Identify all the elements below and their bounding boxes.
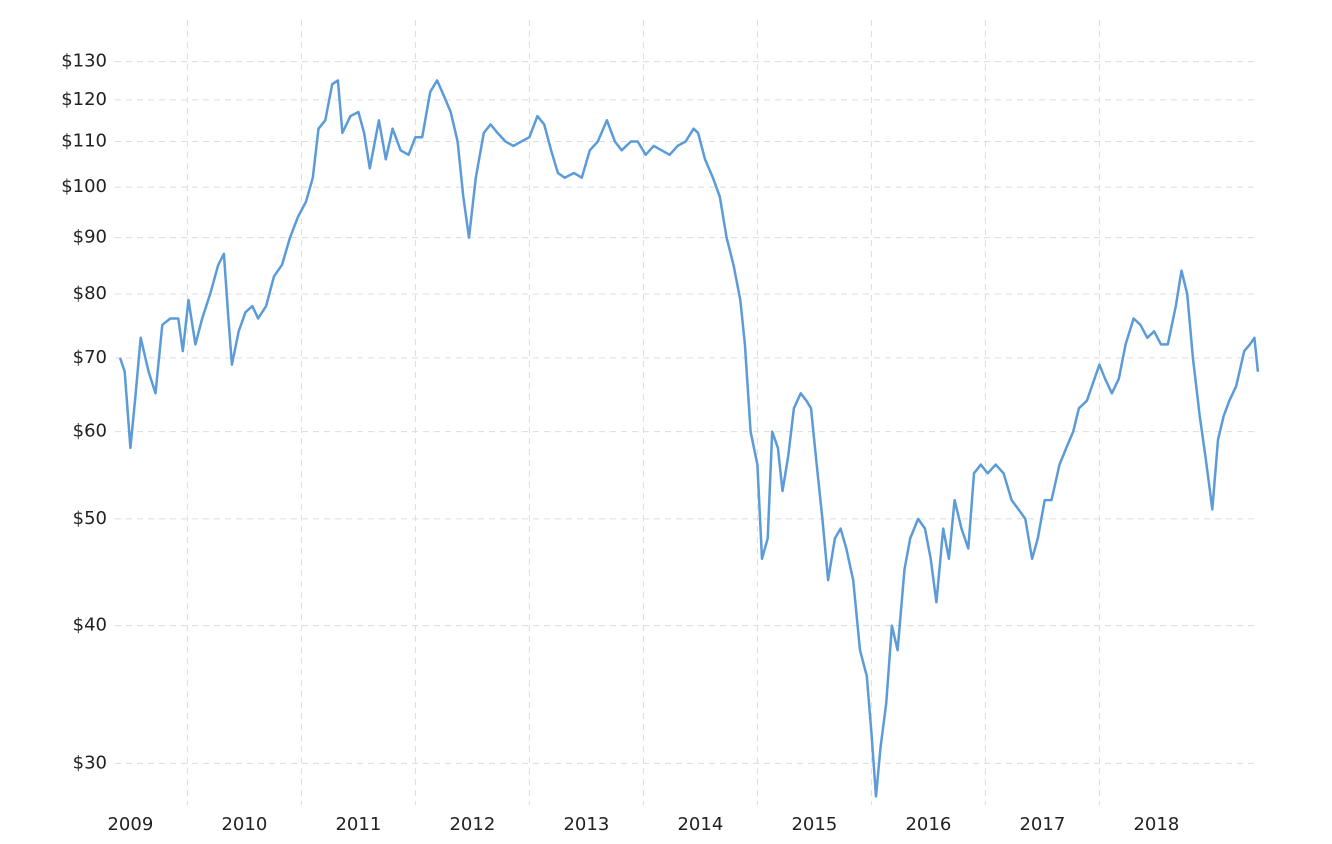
x-tick-label: 2009 (107, 814, 153, 835)
x-tick-label: 2011 (335, 814, 381, 835)
y-tick-label: $120 (61, 89, 107, 110)
y-tick-label: $50 (73, 508, 107, 529)
price-line (118, 79, 1260, 798)
y-tick-label: $100 (61, 176, 107, 197)
y-tick-label: $80 (73, 283, 107, 304)
y-tick-label: $60 (73, 421, 107, 442)
y-tick-label: $30 (73, 752, 107, 773)
y-tick-label: $110 (61, 131, 107, 152)
y-tick-label: $130 (61, 51, 107, 72)
x-tick-label: 2015 (791, 814, 837, 835)
y-tick-label: $40 (73, 615, 107, 636)
x-tick-label: 2016 (905, 814, 951, 835)
x-tick-label: 2018 (1133, 814, 1179, 835)
x-tick-label: 2014 (677, 814, 723, 835)
y-tick-label: $70 (73, 347, 107, 368)
y-tick-label: $90 (73, 227, 107, 248)
x-tick-label: 2013 (563, 814, 609, 835)
x-tick-label: 2012 (449, 814, 495, 835)
x-tick-label: 2017 (1019, 814, 1065, 835)
x-tick-label: 2010 (221, 814, 267, 835)
